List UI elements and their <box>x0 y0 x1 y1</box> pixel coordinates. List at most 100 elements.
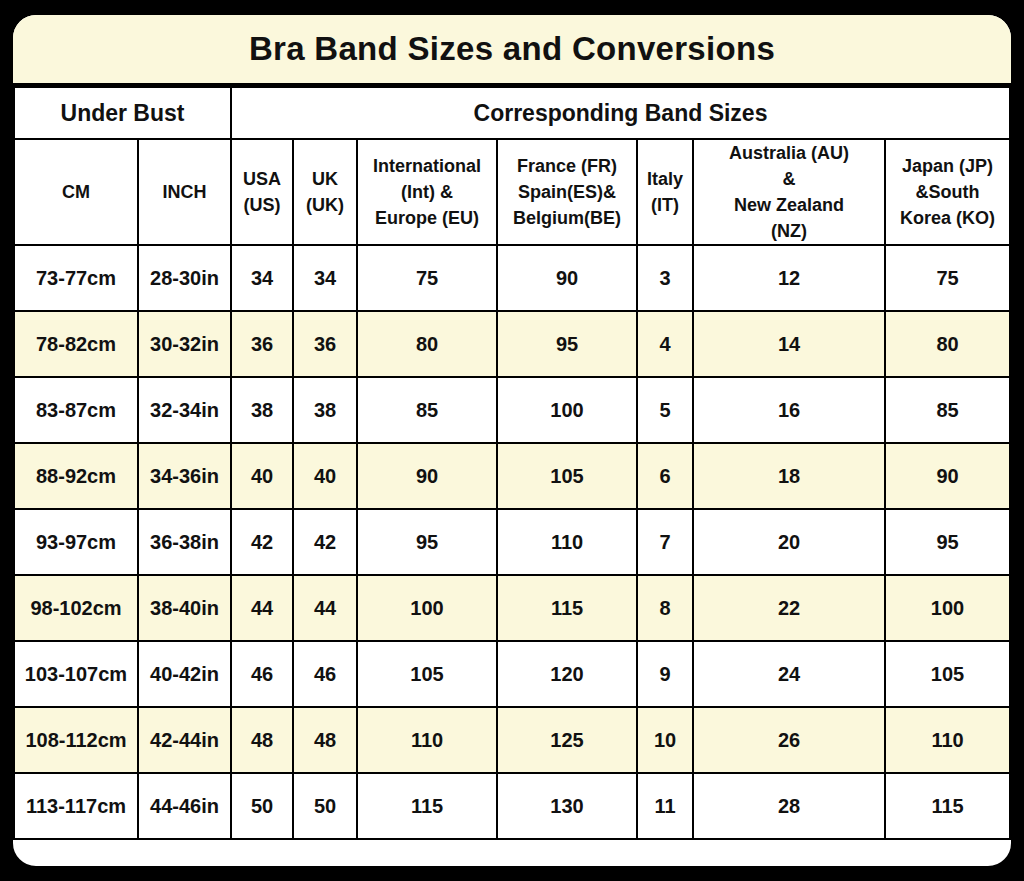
table-row: 113-117cm44-46in50501151301128115 <box>14 773 1010 839</box>
table-body: 73-77cm28-30in343475903127578-82cm30-32i… <box>14 245 1010 839</box>
cell-us: 50 <box>231 773 293 839</box>
cell-it: 6 <box>637 443 693 509</box>
cell-us: 42 <box>231 509 293 575</box>
cell-inch: 42-44in <box>138 707 231 773</box>
bra-band-conversion-table: Under Bust Corresponding Band Sizes CMIN… <box>13 86 1011 840</box>
cell-au: 28 <box>693 773 885 839</box>
cell-inch: 32-34in <box>138 377 231 443</box>
cell-au: 22 <box>693 575 885 641</box>
cell-eu: 105 <box>357 641 497 707</box>
cell-uk: 36 <box>293 311 357 377</box>
cell-it: 5 <box>637 377 693 443</box>
column-header-uk: UK (UK) <box>293 139 357 245</box>
cell-cm: 103-107cm <box>14 641 138 707</box>
cell-jp: 105 <box>885 641 1010 707</box>
cell-au: 18 <box>693 443 885 509</box>
cell-us: 46 <box>231 641 293 707</box>
table-row: 78-82cm30-32in3636809541480 <box>14 311 1010 377</box>
cell-au: 24 <box>693 641 885 707</box>
cell-fr: 120 <box>497 641 637 707</box>
column-header-it: Italy (IT) <box>637 139 693 245</box>
cell-uk: 34 <box>293 245 357 311</box>
cell-jp: 110 <box>885 707 1010 773</box>
cell-inch: 28-30in <box>138 245 231 311</box>
cell-it: 10 <box>637 707 693 773</box>
cell-it: 7 <box>637 509 693 575</box>
cell-inch: 38-40in <box>138 575 231 641</box>
cell-jp: 85 <box>885 377 1010 443</box>
cell-eu: 110 <box>357 707 497 773</box>
cell-inch: 36-38in <box>138 509 231 575</box>
cell-it: 11 <box>637 773 693 839</box>
column-header-eu: International (Int) & Europe (EU) <box>357 139 497 245</box>
column-header-au: Australia (AU) & New Zealand (NZ) <box>693 139 885 245</box>
cell-it: 4 <box>637 311 693 377</box>
table-row: 108-112cm42-44in48481101251026110 <box>14 707 1010 773</box>
cell-eu: 90 <box>357 443 497 509</box>
cell-fr: 130 <box>497 773 637 839</box>
cell-cm: 113-117cm <box>14 773 138 839</box>
cell-eu: 80 <box>357 311 497 377</box>
cell-eu: 100 <box>357 575 497 641</box>
cell-cm: 83-87cm <box>14 377 138 443</box>
cell-us: 34 <box>231 245 293 311</box>
cell-cm: 108-112cm <box>14 707 138 773</box>
table-row: 93-97cm36-38in42429511072095 <box>14 509 1010 575</box>
cell-us: 44 <box>231 575 293 641</box>
table-row: 83-87cm32-34in38388510051685 <box>14 377 1010 443</box>
column-header-row: CMINCHUSA (US)UK (UK)International (Int)… <box>14 139 1010 245</box>
group-header-row: Under Bust Corresponding Band Sizes <box>14 87 1010 139</box>
cell-inch: 40-42in <box>138 641 231 707</box>
table-row: 98-102cm38-40in4444100115822100 <box>14 575 1010 641</box>
cell-uk: 48 <box>293 707 357 773</box>
cell-inch: 34-36in <box>138 443 231 509</box>
cell-eu: 95 <box>357 509 497 575</box>
cell-uk: 38 <box>293 377 357 443</box>
cell-eu: 75 <box>357 245 497 311</box>
group-header-under-bust: Under Bust <box>14 87 231 139</box>
cell-jp: 80 <box>885 311 1010 377</box>
cell-uk: 46 <box>293 641 357 707</box>
table-row: 103-107cm40-42in4646105120924105 <box>14 641 1010 707</box>
cell-jp: 95 <box>885 509 1010 575</box>
cell-fr: 95 <box>497 311 637 377</box>
cell-cm: 73-77cm <box>14 245 138 311</box>
cell-cm: 78-82cm <box>14 311 138 377</box>
cell-it: 9 <box>637 641 693 707</box>
group-header-corresponding-band-sizes: Corresponding Band Sizes <box>231 87 1010 139</box>
cell-inch: 30-32in <box>138 311 231 377</box>
cell-it: 3 <box>637 245 693 311</box>
column-header-cm: CM <box>14 139 138 245</box>
cell-jp: 100 <box>885 575 1010 641</box>
cell-fr: 125 <box>497 707 637 773</box>
column-header-inch: INCH <box>138 139 231 245</box>
cell-au: 20 <box>693 509 885 575</box>
cell-uk: 42 <box>293 509 357 575</box>
cell-eu: 115 <box>357 773 497 839</box>
column-header-us: USA (US) <box>231 139 293 245</box>
cell-uk: 44 <box>293 575 357 641</box>
cell-uk: 40 <box>293 443 357 509</box>
cell-fr: 90 <box>497 245 637 311</box>
cell-fr: 110 <box>497 509 637 575</box>
table-row: 88-92cm34-36in40409010561890 <box>14 443 1010 509</box>
cell-us: 38 <box>231 377 293 443</box>
cell-cm: 98-102cm <box>14 575 138 641</box>
column-header-jp: Japan (JP) &South Korea (KO) <box>885 139 1010 245</box>
cell-cm: 93-97cm <box>14 509 138 575</box>
cell-it: 8 <box>637 575 693 641</box>
cell-us: 36 <box>231 311 293 377</box>
cell-jp: 115 <box>885 773 1010 839</box>
page-title: Bra Band Sizes and Conversions <box>13 15 1011 86</box>
cell-us: 48 <box>231 707 293 773</box>
cell-au: 16 <box>693 377 885 443</box>
cell-au: 26 <box>693 707 885 773</box>
cell-fr: 105 <box>497 443 637 509</box>
cell-uk: 50 <box>293 773 357 839</box>
column-header-fr: France (FR) Spain(ES)& Belgium(BE) <box>497 139 637 245</box>
cell-jp: 90 <box>885 443 1010 509</box>
table-row: 73-77cm28-30in3434759031275 <box>14 245 1010 311</box>
cell-inch: 44-46in <box>138 773 231 839</box>
table-card: Bra Band Sizes and Conversions Under Bus… <box>10 12 1014 869</box>
cell-au: 12 <box>693 245 885 311</box>
